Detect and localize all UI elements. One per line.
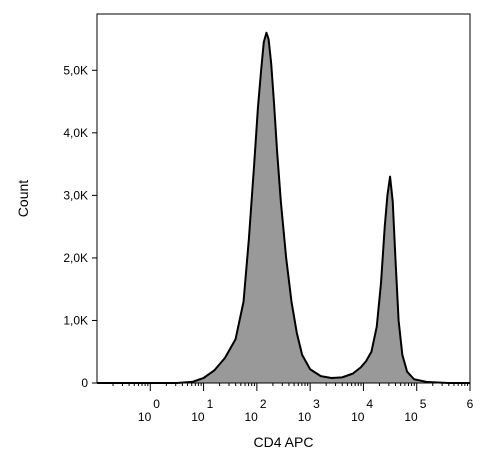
x-tick-label-base: 10 — [138, 410, 152, 424]
x-tick-label-exponent: 5 — [420, 397, 427, 411]
plot-frame — [96, 13, 471, 384]
x-tick-label-exponent: 3 — [313, 397, 320, 411]
y-tick-label: 5,0K — [63, 63, 88, 77]
x-tick-label-base: 10 — [298, 410, 312, 424]
y-axis-title: Count — [15, 180, 31, 217]
y-axis: 0 1,0K 2,0K 3,0K 4,0K 5,0K — [63, 63, 97, 390]
y-tick-label: 3,0K — [63, 188, 88, 202]
y-tick-label: 4,0K — [63, 126, 88, 140]
y-tick-label: 0 — [81, 376, 88, 390]
x-tick-label-exponent: 4 — [366, 397, 373, 411]
x-tick-label-base: 10 — [404, 410, 418, 424]
x-tick-label-exponent: 6 — [467, 397, 474, 411]
x-tick-label-base: 10 — [244, 410, 258, 424]
x-tick-label-base: 10 — [351, 410, 365, 424]
plot-area — [97, 31, 470, 384]
histogram-fill-0 — [97, 32, 470, 383]
x-tick-label-exponent: 2 — [260, 397, 267, 411]
x-axis-title: CD4 APC — [254, 434, 314, 450]
x-tick-label-exponent: 0 — [153, 397, 160, 411]
y-tick-label: 1,0K — [63, 313, 88, 327]
x-tick-label-exponent: 1 — [207, 397, 214, 411]
histogram-outline-0 — [97, 31, 470, 384]
y-tick-label: 2,0K — [63, 251, 88, 265]
x-tick-label-base: 10 — [191, 410, 205, 424]
